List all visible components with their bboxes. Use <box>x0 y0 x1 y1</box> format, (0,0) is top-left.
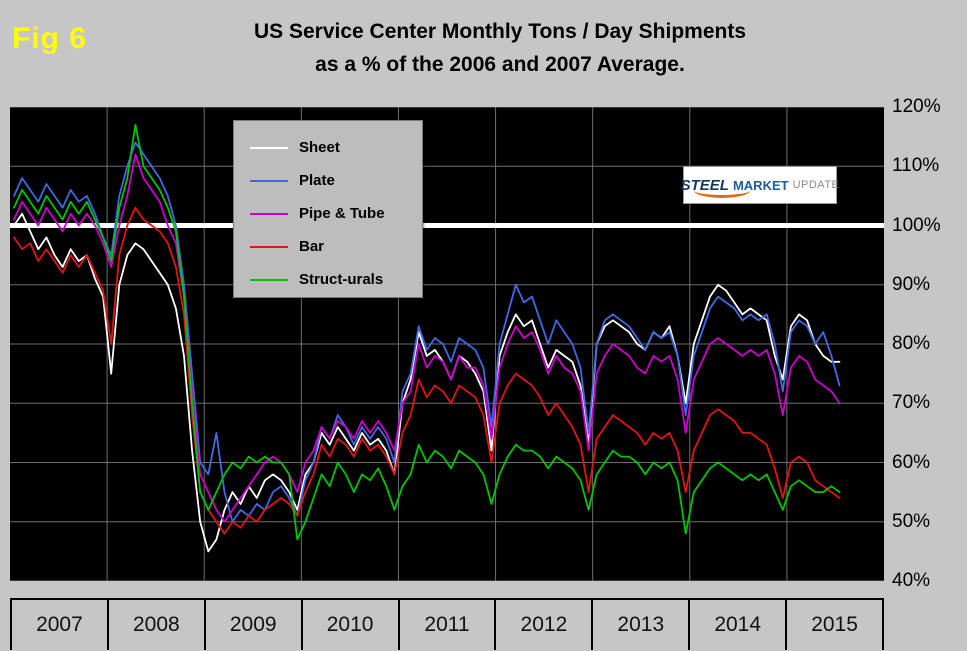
chart-title: US Service Center Monthly Tons / Day Shi… <box>30 16 967 81</box>
logo-text-update: UPDATE <box>792 179 840 191</box>
y-tick-label-60: 60% <box>892 451 931 473</box>
figure-number-label: Fig 6 <box>12 22 88 55</box>
series-line-sheet <box>13 212 841 553</box>
y-tick-label-100: 100% <box>892 214 941 236</box>
chart-title-line1: US Service Center Monthly Tons / Day Shi… <box>253 20 747 43</box>
logo-swoosh-icon <box>694 183 750 198</box>
x-axis-year-2013: 2013 <box>593 600 691 650</box>
y-tick-label-50: 50% <box>892 510 931 532</box>
x-axis-year-2010: 2010 <box>303 600 400 650</box>
y-tick-label-90: 90% <box>892 273 931 295</box>
y-tick-label-80: 80% <box>892 333 931 354</box>
legend-label: Pipe & Tube <box>299 205 385 222</box>
series-line-pipe-tube <box>13 153 841 523</box>
legend-line-swatch <box>250 179 288 182</box>
legend-label: Sheet <box>299 139 340 156</box>
x-axis-year-2015: 2015 <box>787 600 885 650</box>
legend-item-sheet: Sheet <box>250 131 422 164</box>
legend-line-swatch <box>250 212 288 215</box>
legend-item-bar: Bar <box>250 230 422 263</box>
x-axis-year-2007: 2007 <box>12 600 109 650</box>
legend-label: Bar <box>299 238 325 255</box>
x-axis-year-2008: 2008 <box>109 600 206 650</box>
x-axis: 2007 2008 2009 2010 2011 2012 2013 2014 2015 <box>10 598 885 650</box>
x-axis-year-2014: 2014 <box>690 600 788 650</box>
steel-market-update-logo: STEEL MARKET UPDATE <box>681 166 840 204</box>
legend-item-struct-urals: Struct-urals <box>250 263 422 296</box>
legend-line-swatch <box>250 146 288 149</box>
y-axis: 120% 110% 100% 90% 80% 70% 60% 50% 40% <box>892 96 962 591</box>
legend-line-swatch <box>250 278 288 281</box>
legend-label: Struct-urals <box>299 271 384 288</box>
y-tick-label-70: 70% <box>892 392 931 414</box>
x-axis-year-2012: 2012 <box>496 600 594 650</box>
y-tick-label-40: 40% <box>892 570 931 591</box>
y-tick-label-110: 110% <box>892 155 940 177</box>
legend-label: Plate <box>299 172 335 189</box>
chart-legend: Sheet Plate Pipe & Tube Bar Struct-urals <box>233 120 423 298</box>
legend-line-swatch <box>250 245 288 248</box>
series-line-bar <box>13 206 841 535</box>
legend-item-plate: Plate <box>250 164 422 197</box>
legend-item-pipe-tube: Pipe & Tube <box>250 197 422 230</box>
x-axis-year-2011: 2011 <box>400 600 497 650</box>
chart-plot <box>10 107 884 581</box>
x-axis-year-2009: 2009 <box>206 600 303 650</box>
chart-title-line2: as a % of the 2006 and 2007 Average. <box>315 52 685 76</box>
series-line-plate <box>13 141 841 523</box>
series-line-struct-urals <box>13 123 841 541</box>
y-tick-label-120: 120% <box>892 96 941 117</box>
